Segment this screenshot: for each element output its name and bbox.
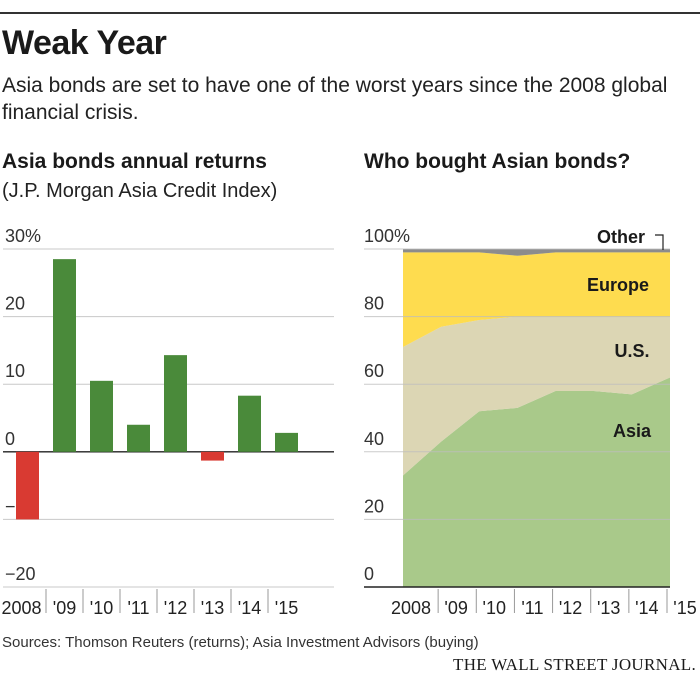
x-tick-label: '10 xyxy=(483,598,506,618)
x-tick-label: '13 xyxy=(597,598,620,618)
top-rule xyxy=(0,12,700,14)
bar-09 xyxy=(53,259,76,452)
returns-chart-title: Asia bonds annual returns xyxy=(2,150,267,173)
buyers-area-chart: 100% 80 60 40 20 0 Asia U.S. Europe Other 2008 '09 '… xyxy=(364,226,697,618)
y-tick-label: 0 xyxy=(364,564,374,584)
bar-2008 xyxy=(16,451,39,520)
x-tick-label: '15 xyxy=(673,598,696,618)
other-leader-line xyxy=(655,234,664,250)
x-tick-label: '12 xyxy=(164,598,187,618)
bar-11 xyxy=(127,424,150,452)
bar-12 xyxy=(164,355,187,452)
series-label-us: U.S. xyxy=(614,341,649,361)
x-tick-label: 2008 xyxy=(1,598,41,618)
x-tick-label: '11 xyxy=(127,598,149,618)
bar-13 xyxy=(201,451,224,461)
y-tick-label: 100% xyxy=(364,226,410,246)
x-tick-label: '10 xyxy=(90,598,113,618)
bar-10 xyxy=(90,380,113,452)
area-europe xyxy=(403,252,670,348)
source-note: Sources: Thomson Reuters (returns); Asia… xyxy=(2,634,479,651)
y-tick-label: 60 xyxy=(364,361,384,381)
x-tick-label: '11 xyxy=(521,598,543,618)
bar-15 xyxy=(275,432,298,452)
returns-chart-subtitle: (J.P. Morgan Asia Credit Index) xyxy=(2,180,278,202)
x-tick-label: '14 xyxy=(635,598,658,618)
chart-subtitle: Asia bonds are set to have one of the wo… xyxy=(2,74,668,124)
x-tick-label: '14 xyxy=(238,598,261,618)
area-asia xyxy=(403,377,670,587)
area-other xyxy=(403,249,670,256)
series-label-europe: Europe xyxy=(587,275,649,295)
x-tick-label: '09 xyxy=(444,598,467,618)
x-tick-label: '09 xyxy=(53,598,76,618)
x-tick-label: '12 xyxy=(559,598,582,618)
y-tick-label: 20 xyxy=(364,496,384,516)
y-tick-label: 10 xyxy=(5,361,25,381)
x-tick-label: 2008 xyxy=(391,598,431,618)
series-label-other: Other xyxy=(597,227,645,247)
chart-title: Weak Year xyxy=(2,24,167,62)
y-tick-label: −20 xyxy=(5,564,36,584)
y-tick-label: 0 xyxy=(5,429,15,449)
y-tick-label: 30% xyxy=(5,226,41,246)
masthead-logo: THE WALL STREET JOURNAL. xyxy=(453,655,696,674)
x-tick-label: '15 xyxy=(275,598,298,618)
y-tick-label: 80 xyxy=(364,294,384,314)
bar-14 xyxy=(238,395,261,452)
y-tick-label: 40 xyxy=(364,429,384,449)
y-tick-label: 20 xyxy=(5,294,25,314)
series-label-asia: Asia xyxy=(613,421,652,441)
x-tick-label: '13 xyxy=(201,598,224,618)
area-us xyxy=(403,316,670,476)
buyers-chart-title: Who bought Asian bonds? xyxy=(364,150,631,173)
